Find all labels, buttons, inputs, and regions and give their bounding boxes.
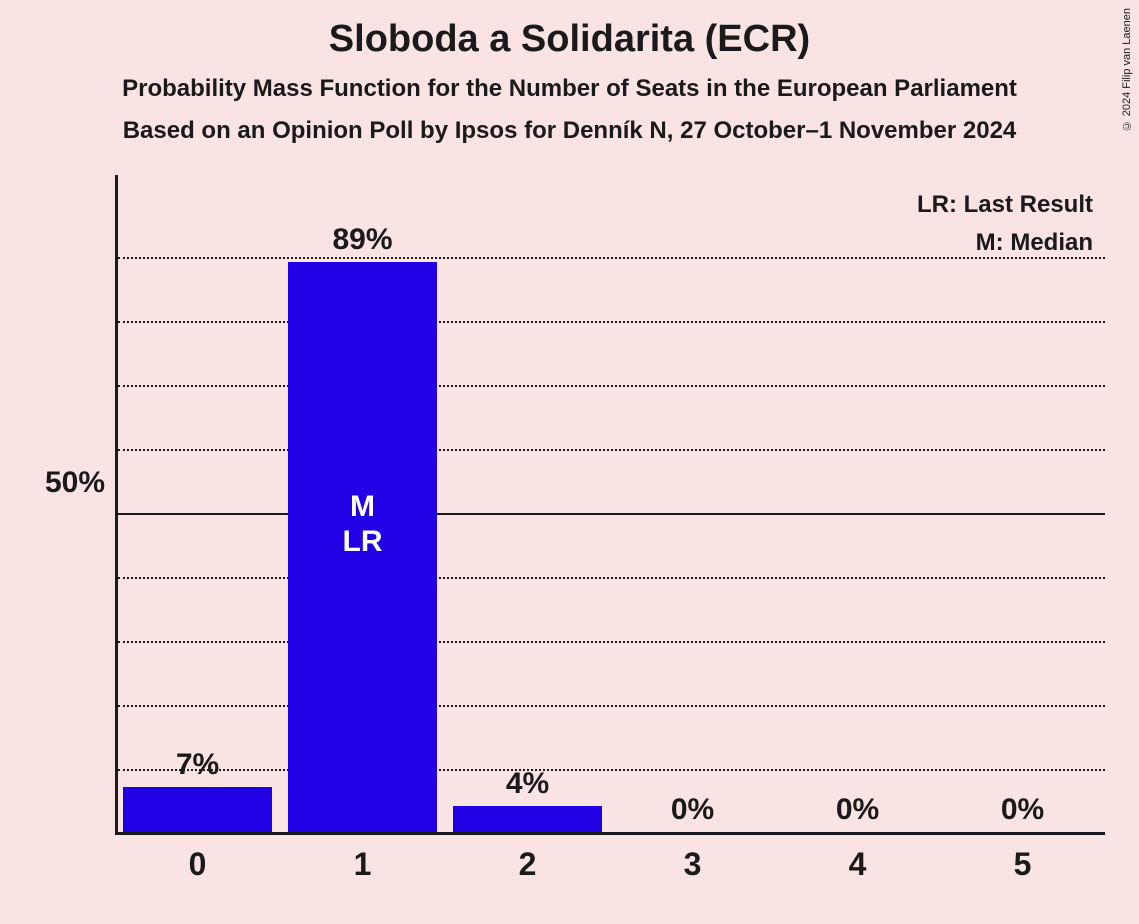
x-tick-label: 2 [519,846,537,883]
gridline-minor [118,449,1105,451]
x-axis-line [115,832,1105,835]
bar-overlay-median-lr: MLR [343,490,383,559]
y-axis-line [115,175,118,835]
bar [453,806,602,832]
x-tick-label: 3 [684,846,702,883]
bar-value-label: 7% [176,748,219,782]
gridline-major [118,513,1105,515]
gridline-minor [118,705,1105,707]
bar-value-label: 0% [1001,793,1044,827]
gridline-minor [118,641,1105,643]
bar-value-label: 0% [671,793,714,827]
gridline-minor [118,385,1105,387]
x-tick-label: 1 [354,846,372,883]
chart-subtitle-2: Based on an Opinion Poll by Ipsos for De… [0,103,1139,145]
y-tick-label-50: 50% [45,466,105,500]
x-tick-label: 0 [189,846,207,883]
gridline-minor [118,577,1105,579]
x-tick-label: 4 [849,846,867,883]
chart-subtitle-1: Probability Mass Function for the Number… [0,61,1139,103]
legend-lr: LR: Last Result [917,191,1093,219]
bar-value-label: 89% [332,223,392,257]
x-tick-label: 5 [1014,846,1032,883]
gridline-minor [118,321,1105,323]
chart-title: Sloboda a Solidarita (ECR) [0,0,1139,61]
bar-value-label: 4% [506,767,549,801]
plot-area: 7%89%MLR4%0%0%0% 012345 50% LR: Last Res… [115,195,1105,835]
bar-value-label: 0% [836,793,879,827]
copyright-text: © 2024 Filip van Laenen [1121,8,1133,131]
legend-m: M: Median [976,229,1093,257]
gridline-minor [118,769,1105,771]
bar [123,787,272,832]
gridline-minor [118,257,1105,259]
